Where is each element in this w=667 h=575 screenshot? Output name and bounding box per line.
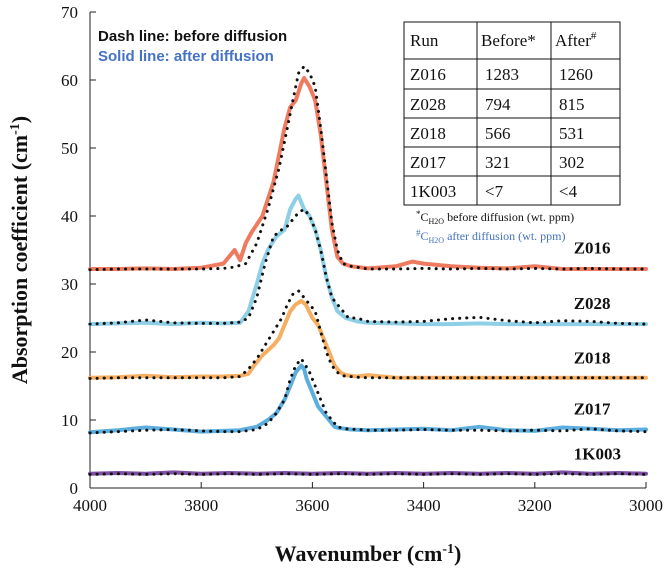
- series-label-1k003: 1K003: [574, 444, 621, 463]
- table-cell-before: <7: [485, 182, 504, 201]
- footnote-before: *CH2O before diffusion (wt. ppm): [416, 209, 574, 226]
- x-axis-title: Wavenumber (cm-1): [275, 541, 462, 566]
- table-cell-run: 1K003: [410, 182, 456, 201]
- table-cell-after: 1260: [559, 65, 593, 84]
- y-axis-title: Absorption coefficient (cm-1): [7, 116, 32, 384]
- legend: Dash line: before diffusion Solid line: …: [98, 28, 287, 65]
- x-tick-label: 4000: [73, 496, 107, 515]
- table-header-run: Run: [410, 31, 439, 50]
- y-tick-label: 50: [61, 139, 78, 158]
- series-z017-before-line: [88, 356, 648, 435]
- series-label-z016: Z016: [574, 238, 611, 257]
- series-label-z028: Z028: [574, 294, 611, 313]
- series-z016-before-line: [88, 64, 648, 272]
- x-tick-label: 3000: [629, 496, 663, 515]
- y-tick-label: 20: [61, 343, 78, 362]
- x-tick-label: 3200: [518, 496, 552, 515]
- table-cell-run: Z017: [410, 153, 446, 172]
- table-cell-after: 815: [559, 95, 585, 114]
- y-tick-label: 40: [61, 207, 78, 226]
- table-cell-before: 566: [485, 124, 511, 143]
- x-tick-label: 3800: [184, 496, 218, 515]
- series-z018-before-line: [88, 288, 648, 380]
- series-label-z018: Z018: [574, 349, 611, 368]
- water-content-table: Run Before* After# Z016 1283 1260 Z028 794 815 Z0…: [403, 21, 621, 206]
- y-tick-label: 60: [61, 71, 78, 90]
- legend-solid-text: Solid line: after diffusion: [98, 48, 274, 65]
- table-footnotes: *CH2O before diffusion (wt. ppm) #CH2O af…: [416, 209, 574, 245]
- y-tick-label: 30: [61, 275, 78, 294]
- table-cell-before: 1283: [485, 65, 519, 84]
- table-cell-before: 794: [485, 95, 511, 114]
- table-cell-after: <4: [559, 182, 578, 201]
- table-cell-run: Z018: [410, 124, 446, 143]
- axis-titles: Wavenumber (cm-1) Absorption coefficient …: [7, 116, 461, 566]
- series-labels: Z016 Z028 Z018 Z017 1K003: [574, 238, 621, 463]
- legend-dash-text: Dash line: before diffusion: [98, 28, 287, 45]
- table-cell-run: Z028: [410, 95, 446, 114]
- y-tick-label: 10: [61, 411, 78, 430]
- x-tick-label: 3600: [295, 496, 329, 515]
- series-z028-before-line: [88, 207, 648, 326]
- footnote-after: #CH2O after diffusion (wt. ppm): [416, 228, 566, 245]
- series-label-z017: Z017: [574, 400, 611, 419]
- table-cell-before: 321: [485, 153, 511, 172]
- table-header-after: After#: [555, 30, 597, 50]
- table-header-before: Before*: [481, 31, 536, 50]
- table-cell-run: Z016: [410, 65, 446, 84]
- x-tick-label: 3400: [407, 496, 441, 515]
- table-border: [403, 21, 621, 206]
- series-z018-after-line: [88, 299, 648, 380]
- series-layer: [88, 64, 648, 476]
- table-cell-after: 531: [559, 124, 585, 143]
- axes: 4000 3800 3600 3400 3200 3000 0 10 20 30 40 50 60 70: [61, 3, 663, 515]
- y-tick-label: 70: [61, 3, 78, 22]
- series-z028-after-line: [88, 193, 648, 327]
- table-cell-after: 302: [559, 153, 585, 172]
- series-1k003-before-line: [88, 472, 648, 476]
- y-tick-label: 0: [70, 479, 79, 498]
